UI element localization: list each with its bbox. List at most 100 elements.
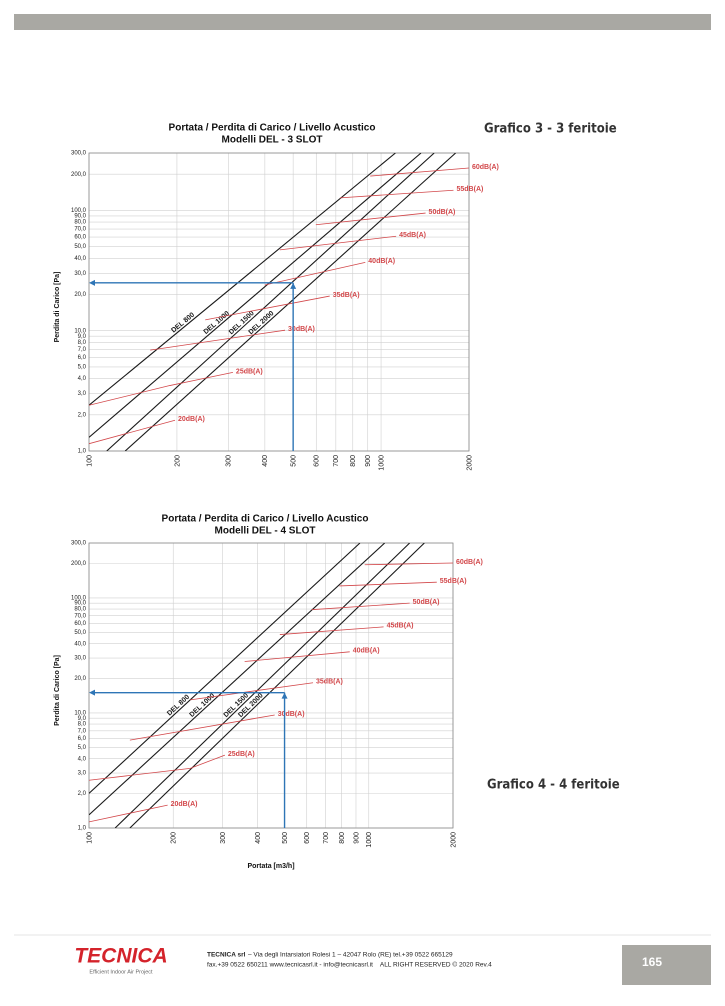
series-line	[311, 602, 410, 611]
y-tick-label: 30,0	[74, 656, 86, 662]
y-tick-label: 3,0	[78, 391, 87, 397]
series-label: 40dB(A)	[353, 648, 380, 655]
y-tick-label: 100,0	[71, 208, 87, 214]
y-tick-label: 90,0	[74, 213, 86, 219]
series-label: DEL 1000	[189, 692, 217, 718]
y-tick-label: 9,0	[78, 716, 87, 722]
y-tick-label: 1,0	[78, 826, 87, 832]
series-label: DEL 1000	[203, 310, 231, 336]
x-tick-label: 200	[174, 455, 181, 467]
x-tick-label: 600	[304, 832, 311, 844]
series-line	[89, 804, 168, 823]
series-line	[370, 167, 469, 177]
y-tick-label: 70,0	[74, 613, 86, 619]
series-label: 20dB(A)	[178, 416, 205, 423]
chart-title: Portata / Perdita di Carico / Livello Ac…	[169, 123, 376, 134]
x-tick-label: 100	[86, 455, 93, 467]
y-tick-label: 60,0	[74, 621, 86, 627]
y-tick-label: 9,0	[78, 334, 87, 340]
series-line	[89, 153, 422, 438]
x-tick-label: 100	[86, 832, 93, 844]
series-label: 20dB(A)	[171, 801, 198, 808]
y-tick-label: 60,0	[74, 235, 86, 241]
y-tick-label: 3,0	[78, 771, 87, 777]
series-label: 45dB(A)	[399, 232, 426, 239]
x-tick-label: 700	[333, 455, 340, 467]
series-label: 30dB(A)	[288, 326, 315, 333]
header-bar	[14, 14, 711, 30]
y-tick-label: 6,0	[78, 355, 87, 361]
series-line	[205, 295, 330, 321]
y-tick-label: 4,0	[78, 756, 87, 762]
y-tick-label: 200,0	[71, 172, 87, 178]
x-tick-label: 200	[171, 832, 178, 844]
y-axis-label: Perdita di Carico [Pa]	[54, 655, 61, 726]
x-tick-label: 900	[365, 455, 372, 467]
x-tick-label: 900	[353, 832, 360, 844]
series-label: 50dB(A)	[413, 599, 440, 606]
series-line	[89, 372, 234, 406]
address: – Via degli Intarsiatori Rolesi 1 – 4204…	[248, 952, 453, 959]
x-tick-label: 500	[290, 455, 297, 467]
graph-label: Grafico 4 - 4 feritoie	[487, 778, 620, 793]
y-tick-label: 40,0	[74, 641, 86, 647]
series-label: 55dB(A)	[457, 186, 484, 193]
page-number: 165	[642, 955, 662, 969]
series-label: 25dB(A)	[228, 751, 255, 758]
y-tick-label: 30,0	[74, 271, 86, 277]
x-tick-label: 400	[255, 832, 262, 844]
x-tick-label: 300	[220, 832, 227, 844]
chart-subtitle: Modelli DEL - 3 SLOT	[222, 135, 323, 146]
y-tick-label: 2,0	[78, 791, 87, 797]
series-line	[89, 543, 386, 816]
y-tick-label: 40,0	[74, 256, 86, 262]
y-tick-label: 80,0	[74, 220, 86, 226]
series-line	[114, 543, 411, 828]
logo: TECNICA	[74, 945, 167, 968]
x-tick-label: 600	[314, 455, 321, 467]
y-tick-label: 200,0	[71, 561, 87, 567]
arrow-head	[290, 282, 297, 289]
series-line	[244, 651, 350, 662]
x-tick-label: 1000	[378, 455, 385, 471]
chart: Portata / Perdita di Carico / Livello Ac…	[54, 514, 483, 870]
y-tick-label: 50,0	[74, 630, 86, 636]
y-tick-label: 1,0	[78, 449, 87, 455]
x-tick-label: 300	[226, 455, 233, 467]
x-tick-label: 700	[323, 832, 330, 844]
series-line	[279, 235, 397, 251]
series-line	[89, 153, 396, 406]
y-tick-label: 20,0	[74, 676, 86, 682]
series-line	[264, 261, 366, 286]
series-line	[89, 419, 176, 445]
series-line	[339, 189, 454, 199]
page-number-box	[622, 945, 711, 985]
series-label: 25dB(A)	[236, 368, 263, 375]
y-tick-label: 10,0	[74, 328, 86, 334]
series-line	[129, 714, 275, 741]
series-label: 50dB(A)	[429, 209, 456, 216]
y-tick-label: 8,0	[78, 722, 87, 728]
series-line	[190, 682, 314, 701]
plot-frame	[88, 542, 454, 829]
company: TECNICA srl	[207, 952, 246, 959]
x-tick-label: 500	[282, 832, 289, 844]
series-label: 60dB(A)	[456, 559, 483, 566]
y-tick-label: 8,0	[78, 340, 87, 346]
plot-frame	[88, 152, 470, 452]
series-line	[339, 581, 437, 587]
series-label: 35dB(A)	[316, 679, 343, 686]
series-label: 45dB(A)	[387, 623, 414, 630]
x-tick-label: 400	[262, 455, 269, 467]
series-label: DEL 800	[170, 312, 196, 335]
contacts: fax.+39 0522 650211 www.tecnicasrl.it - …	[207, 961, 492, 969]
series-label: 35dB(A)	[333, 292, 360, 299]
y-tick-label: 4,0	[78, 376, 87, 382]
series-line	[124, 153, 457, 451]
y-tick-label: 300,0	[71, 151, 87, 157]
y-tick-label: 90,0	[74, 601, 86, 607]
series-label: 30dB(A)	[278, 711, 305, 718]
y-tick-label: 100,0	[71, 595, 87, 601]
y-axis-label: Perdita di Carico [Pa]	[54, 272, 61, 343]
graph-label: Grafico 3 - 3 feritoie	[484, 122, 617, 137]
